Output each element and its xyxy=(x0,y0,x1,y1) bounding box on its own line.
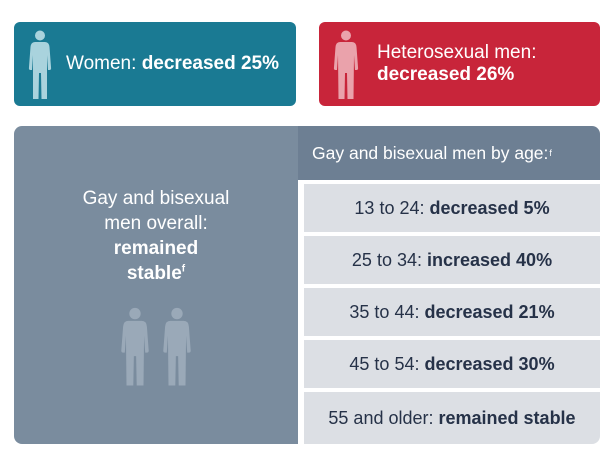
overall-value-line-2: stablef xyxy=(14,261,298,286)
overall-label-line-1: Gay and bisexual xyxy=(82,188,230,209)
by-age-header: Gay and bisexual men by age: f xyxy=(298,126,600,180)
man-person-icon xyxy=(121,307,149,386)
by-age-header-text: Gay and bisexual men by age: xyxy=(312,142,549,163)
gay-bisexual-overall-panel: Gay and bisexual men overall: remained s… xyxy=(14,126,298,444)
overall-value-line-1: remained xyxy=(113,238,199,259)
age-row-value: increased 40% xyxy=(427,249,553,270)
heterosexual-men-card: Heterosexual men: decreased 26% xyxy=(319,22,600,106)
heterosexual-men-label: Heterosexual men: xyxy=(377,42,537,63)
heterosexual-men-stat: Heterosexual men: decreased 26% xyxy=(377,42,592,86)
age-row-25-34: 25 to 34: increased 40% xyxy=(304,236,600,284)
age-row-value: decreased 5% xyxy=(429,197,550,218)
woman-person-icon xyxy=(28,30,52,99)
age-row-55-older: 55 and older: remained stable xyxy=(304,392,600,444)
man-person-icon xyxy=(333,30,359,99)
overall-stat: Gay and bisexual men overall: remained s… xyxy=(14,186,298,286)
man-person-icon xyxy=(163,307,191,386)
age-row-label: 35 to 44: xyxy=(349,301,420,322)
overall-footnote: f xyxy=(181,263,186,275)
women-card: Women: decreased 25% xyxy=(14,22,296,106)
age-row-label: 13 to 24: xyxy=(354,197,425,218)
women-stat: Women: decreased 25% xyxy=(66,53,288,75)
overall-value-text: stable xyxy=(126,263,182,284)
age-row-value: decreased 21% xyxy=(424,301,555,322)
age-row-13-24: 13 to 24: decreased 5% xyxy=(304,184,600,232)
age-row-label: 25 to 34: xyxy=(351,249,422,270)
women-label: Women: xyxy=(66,53,137,74)
women-value: decreased 25% xyxy=(141,53,280,74)
heterosexual-men-value: decreased 26% xyxy=(377,64,515,85)
age-row-label: 55 and older: xyxy=(328,407,434,428)
overall-label-line-2: men overall: xyxy=(104,213,208,234)
age-row-value: decreased 30% xyxy=(424,353,555,374)
age-row-value: remained stable xyxy=(438,407,576,428)
age-row-45-54: 45 to 54: decreased 30% xyxy=(304,340,600,388)
age-row-label: 45 to 54: xyxy=(349,353,420,374)
age-row-35-44: 35 to 44: decreased 21% xyxy=(304,288,600,336)
